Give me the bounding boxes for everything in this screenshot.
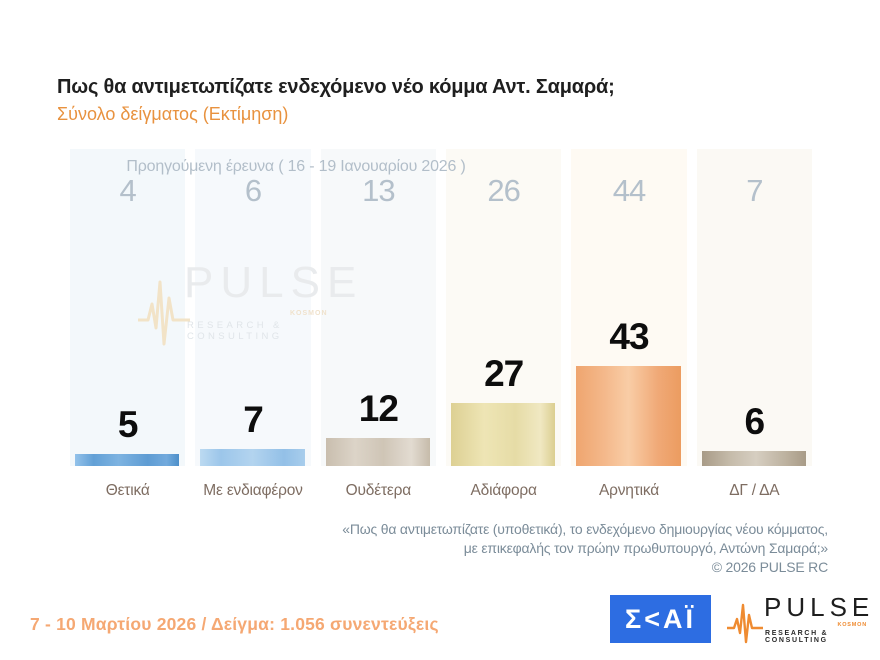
survey-date-sample-info: 7 - 10 Μαρτίου 2026 / Δείγμα: 1.056 συνε… (30, 614, 439, 634)
previous-survey-label: Προηγούμενη έρευνα ( 16 - 19 Ιανουαρίου … (126, 158, 466, 175)
category-label: Αρνητικά (598, 482, 659, 499)
previous-value: 4 (119, 173, 137, 208)
pulse-sub-label: KOSMON (837, 622, 867, 628)
bar-dg-da (701, 451, 806, 466)
previous-value: 26 (487, 173, 520, 208)
current-value: 27 (484, 353, 524, 394)
category-axis: Θετικά Με ενδιαφέρον Ουδέτερα Αδιάφορα Α… (70, 482, 812, 500)
pulse-wordmark: PULSE (764, 592, 875, 622)
bar-thetika (75, 454, 180, 466)
previous-value: 6 (244, 173, 262, 208)
current-value: 5 (117, 404, 139, 445)
chart-column-thetika: 4 5 (70, 149, 186, 466)
category-label: Ουδέτερα (345, 482, 411, 499)
category-label: Αδιάφορα (470, 482, 537, 499)
skai-logo-text: Σ<ΑΪ (625, 603, 696, 634)
footnote-line-2: με επικεφαλής τον πρώην πρωθυπουργό, Αντ… (463, 540, 828, 556)
bar-oudetera (325, 438, 430, 466)
pulse-logo: PULSE KOSMON RESEARCH & CONSULTING (727, 592, 869, 648)
category-label: Με ενδιαφέρον (203, 482, 303, 499)
chart-column-adiafora: 26 27 (446, 149, 562, 466)
bar-arnitika (576, 366, 681, 466)
category-label: Θετικά (105, 482, 150, 499)
previous-value: 44 (612, 173, 646, 208)
page-subtitle: Σύνολο δείγματος (Εκτίμηση) (57, 104, 289, 124)
chart-column-me-endiaferon: 6 7 (195, 149, 311, 466)
bar-me-endiaferon (200, 449, 305, 466)
bar-chart: Προηγούμενη έρευνα ( 16 - 19 Ιανουαρίου … (70, 149, 812, 466)
previous-value: 7 (746, 173, 763, 208)
chart-column-oudetera: 13 12 (320, 149, 436, 466)
current-value: 7 (243, 399, 264, 440)
pulse-waveform-icon (727, 603, 763, 644)
footnote-line-1: «Πως θα αντιμετωπίζατε (υποθετικά), το ε… (342, 521, 828, 537)
copyright-line: © 2026 PULSE RC (711, 559, 828, 575)
skai-logo: Σ<ΑΪ (610, 595, 711, 643)
question-footnote: «Πως θα αντιμετωπίζατε (υποθετικά), το ε… (342, 520, 828, 577)
category-label: ΔΓ / ΔΑ (729, 482, 780, 499)
bar-adiafora (451, 403, 556, 466)
chart-column-dg-da: 7 6 (696, 149, 812, 466)
current-value: 43 (609, 316, 649, 357)
page-title: Πως θα αντιμετωπίζατε ενδεχόμενο νέο κόμ… (57, 76, 615, 98)
current-value: 6 (744, 401, 766, 442)
chart-column-arnitika: 44 43 (571, 149, 687, 466)
previous-value: 13 (362, 173, 395, 208)
current-value: 12 (358, 388, 399, 429)
pulse-tagline: RESEARCH & CONSULTING (765, 630, 829, 644)
